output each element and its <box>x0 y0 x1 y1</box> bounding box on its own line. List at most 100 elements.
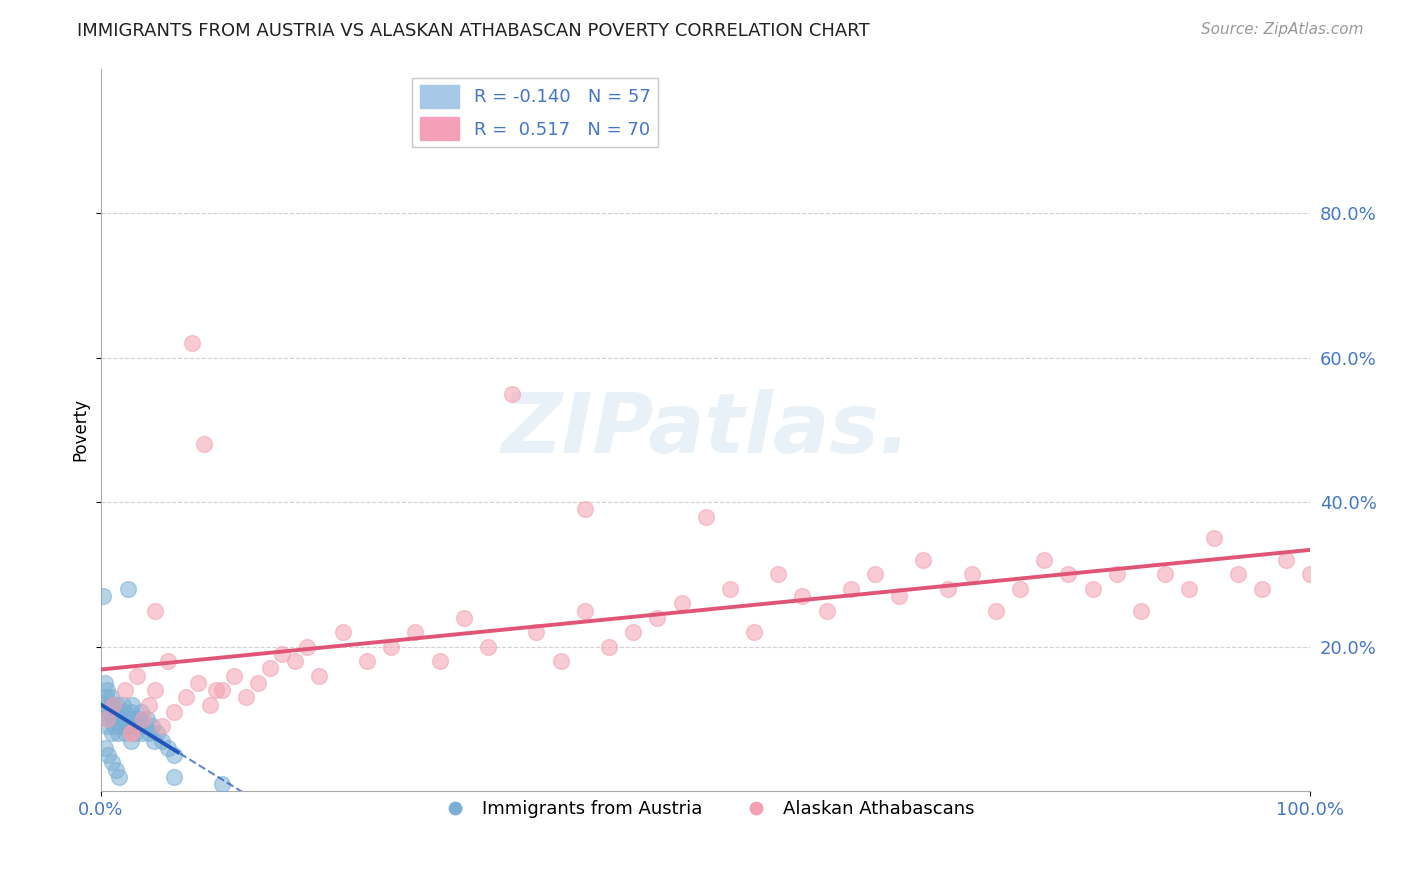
Point <box>93 705 115 719</box>
Point <box>936 582 959 596</box>
Point <box>96 719 118 733</box>
Point <box>114 705 136 719</box>
Point <box>295 640 318 654</box>
Point <box>308 668 330 682</box>
Point <box>477 640 499 654</box>
Point <box>235 690 257 705</box>
Legend: Immigrants from Austria, Alaskan Athabascans: Immigrants from Austria, Alaskan Athabas… <box>429 793 981 826</box>
Point <box>114 726 136 740</box>
Point <box>100 690 122 705</box>
Point <box>138 726 160 740</box>
Point <box>429 654 451 668</box>
Point <box>110 705 132 719</box>
Point <box>132 712 155 726</box>
Point <box>93 740 115 755</box>
Point <box>101 698 124 712</box>
Point <box>122 712 145 726</box>
Point <box>105 698 128 712</box>
Point <box>162 705 184 719</box>
Point <box>108 770 131 784</box>
Point <box>108 712 131 726</box>
Point <box>100 698 122 712</box>
Point <box>598 640 620 654</box>
Point <box>108 712 131 726</box>
Point <box>453 611 475 625</box>
Point <box>107 726 129 740</box>
Point <box>120 726 142 740</box>
Point <box>1202 532 1225 546</box>
Point <box>193 437 215 451</box>
Point <box>174 690 197 705</box>
Point <box>671 596 693 610</box>
Point <box>550 654 572 668</box>
Point <box>97 712 120 726</box>
Point <box>162 770 184 784</box>
Point <box>145 726 167 740</box>
Point <box>162 748 184 763</box>
Point <box>115 719 138 733</box>
Point <box>839 582 862 596</box>
Point <box>283 654 305 668</box>
Point <box>984 604 1007 618</box>
Point <box>222 668 245 682</box>
Point <box>93 698 115 712</box>
Point <box>187 676 209 690</box>
Point <box>211 683 233 698</box>
Point <box>1130 604 1153 618</box>
Point <box>380 640 402 654</box>
Point <box>94 690 117 705</box>
Point <box>404 625 426 640</box>
Point <box>121 698 143 712</box>
Point <box>960 567 983 582</box>
Point <box>1033 553 1056 567</box>
Point <box>111 719 134 733</box>
Text: IMMIGRANTS FROM AUSTRIA VS ALASKAN ATHABASCAN POVERTY CORRELATION CHART: IMMIGRANTS FROM AUSTRIA VS ALASKAN ATHAB… <box>77 22 870 40</box>
Point <box>271 647 294 661</box>
Point <box>247 676 270 690</box>
Point <box>103 719 125 733</box>
Point <box>768 567 790 582</box>
Point <box>574 502 596 516</box>
Point <box>120 733 142 747</box>
Point <box>145 604 167 618</box>
Point <box>621 625 644 640</box>
Point <box>156 654 179 668</box>
Point <box>110 719 132 733</box>
Point <box>332 625 354 640</box>
Point <box>128 712 150 726</box>
Point <box>97 748 120 763</box>
Point <box>120 719 142 733</box>
Point <box>104 705 127 719</box>
Point <box>101 698 124 712</box>
Point <box>156 740 179 755</box>
Point <box>101 756 124 770</box>
Point <box>120 726 142 740</box>
Point <box>145 683 167 698</box>
Point <box>93 589 115 603</box>
Text: ZIPatlas.: ZIPatlas. <box>501 390 911 470</box>
Point <box>124 726 146 740</box>
Point <box>1154 567 1177 582</box>
Point <box>1081 582 1104 596</box>
Text: Source: ZipAtlas.com: Source: ZipAtlas.com <box>1201 22 1364 37</box>
Point <box>180 336 202 351</box>
Y-axis label: Poverty: Poverty <box>72 399 89 461</box>
Point <box>211 777 233 791</box>
Point <box>150 719 173 733</box>
Point <box>127 719 149 733</box>
Point <box>356 654 378 668</box>
Point <box>1299 567 1322 582</box>
Point <box>114 683 136 698</box>
Point <box>104 763 127 777</box>
Point <box>815 604 838 618</box>
Point <box>101 712 124 726</box>
Point <box>501 386 523 401</box>
Point <box>127 668 149 682</box>
Point <box>93 676 115 690</box>
Point <box>1251 582 1274 596</box>
Point <box>647 611 669 625</box>
Point <box>1105 567 1128 582</box>
Point <box>198 698 221 712</box>
Point <box>1275 553 1298 567</box>
Point <box>1226 567 1249 582</box>
